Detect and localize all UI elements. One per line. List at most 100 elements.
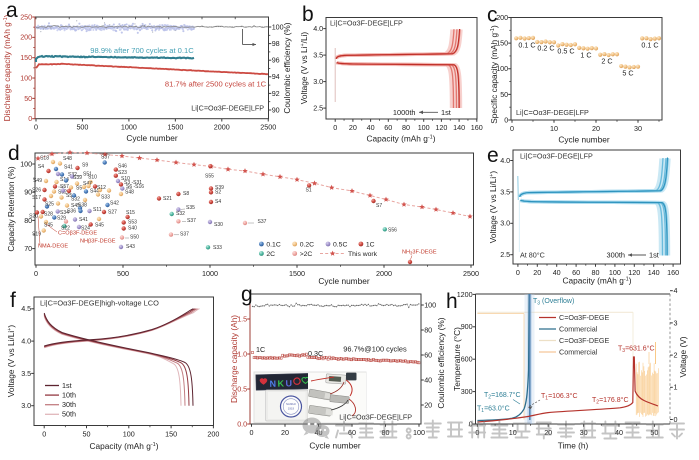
svg-text:a: a (6, 0, 18, 22)
svg-text:1000: 1000 (202, 269, 218, 278)
svg-text:Cycle number: Cycle number (318, 276, 369, 286)
svg-text:S45: S45 (44, 223, 53, 229)
svg-text:2.5: 2.5 (313, 104, 323, 113)
svg-text:S17: S17 (32, 195, 41, 201)
svg-text:50: 50 (24, 94, 32, 103)
svg-text:0.1 C: 0.1 C (518, 41, 535, 50)
svg-text:K: K (277, 378, 284, 388)
svg-text:This work: This work (348, 251, 378, 258)
svg-text:S4: S4 (38, 164, 44, 170)
svg-text:94: 94 (272, 72, 280, 81)
svg-text:2C: 2C (266, 251, 275, 258)
svg-text:S50: S50 (130, 235, 139, 241)
svg-text:S30: S30 (214, 222, 223, 228)
svg-text:Cycle number: Cycle number (309, 441, 360, 451)
svg-text:50: 50 (500, 90, 508, 99)
svg-text:81.7% after 2500 cycles at 1C: 81.7% after 2500 cycles at 1C (165, 80, 267, 89)
svg-text:20: 20 (424, 400, 432, 409)
svg-text:20: 20 (592, 124, 600, 133)
svg-text:4.0: 4.0 (500, 156, 510, 165)
svg-text:S21: S21 (163, 196, 172, 202)
svg-text:0.5 C: 0.5 C (557, 47, 574, 56)
svg-text:0.5C: 0.5C (333, 241, 347, 248)
svg-text:150: 150 (20, 53, 32, 62)
svg-text:90: 90 (272, 105, 280, 114)
svg-text:Li|C=Oα3F-DEGE|LFP: Li|C=Oα3F-DEGE|LFP (516, 108, 589, 117)
svg-text:96: 96 (272, 56, 280, 65)
svg-text:Capacity (mAh g-1): Capacity (mAh g-1) (90, 441, 159, 451)
svg-text:140: 140 (453, 123, 465, 132)
svg-text:3.0: 3.0 (21, 401, 31, 410)
svg-text:NMA-DEGE: NMA-DEGE (38, 244, 68, 250)
svg-text:S4: S4 (215, 199, 221, 205)
svg-text:200: 200 (496, 13, 508, 22)
svg-text:Commercial: Commercial (559, 348, 598, 357)
svg-text:100: 100 (418, 123, 430, 132)
svg-text:0: 0 (504, 115, 508, 124)
svg-text:S37: S37 (258, 219, 267, 225)
svg-text:S33: S33 (101, 195, 110, 201)
svg-text:5 C: 5 C (622, 69, 633, 78)
svg-text:Time (h): Time (h) (558, 441, 589, 451)
svg-text:40: 40 (553, 268, 561, 277)
svg-text:120: 120 (435, 123, 447, 132)
svg-text:100: 100 (123, 430, 135, 439)
svg-text:300th: 300th (607, 251, 626, 260)
svg-text:1500: 1500 (167, 123, 183, 132)
svg-text:0: 0 (250, 428, 254, 437)
svg-text:90: 90 (24, 188, 32, 197)
svg-text:1000th: 1000th (393, 108, 416, 117)
svg-text:S19: S19 (32, 232, 41, 238)
svg-text:92: 92 (272, 89, 280, 98)
svg-text:20: 20 (349, 123, 357, 132)
svg-text:50th: 50th (62, 410, 76, 419)
svg-text:4.5: 4.5 (21, 304, 31, 313)
svg-text:S55: S55 (205, 174, 214, 180)
svg-text:160: 160 (471, 123, 483, 132)
svg-text:2.5: 2.5 (500, 250, 510, 259)
svg-text:0: 0 (42, 430, 46, 439)
svg-text:500: 500 (76, 123, 88, 132)
svg-text:Li|C=Oα3F-DEGE|LFP: Li|C=Oα3F-DEGE|LFP (330, 19, 403, 28)
svg-text:S41: S41 (64, 165, 73, 171)
svg-text:2 C: 2 C (601, 57, 612, 66)
svg-text:70: 70 (24, 244, 32, 253)
svg-text:80: 80 (402, 123, 410, 132)
svg-text:S7: S7 (376, 203, 382, 209)
svg-text:NANKAI: NANKAI (286, 402, 296, 406)
svg-text:2000: 2000 (214, 123, 230, 132)
svg-text:1 C: 1 C (580, 51, 591, 60)
svg-text:80: 80 (424, 325, 432, 334)
svg-text:S15: S15 (126, 210, 135, 216)
svg-text:80: 80 (382, 428, 390, 437)
svg-text:Voltage (V vs Li/Li+): Voltage (V vs Li/Li+) (488, 171, 498, 244)
svg-text:4.0: 4.0 (21, 337, 31, 346)
svg-text:S48: S48 (125, 190, 134, 196)
svg-text:1000: 1000 (121, 123, 137, 132)
svg-text:N: N (269, 379, 276, 389)
svg-text:Cycle number: Cycle number (558, 135, 609, 145)
svg-text:Discharge capacity (Ah): Discharge capacity (Ah) (229, 315, 239, 403)
svg-text:1200: 1200 (457, 290, 473, 299)
svg-text:S37: S37 (180, 232, 189, 238)
svg-text:900: 900 (461, 322, 473, 331)
svg-text:10: 10 (550, 124, 558, 133)
svg-text:NH: NH (402, 250, 410, 256)
svg-text:S18: S18 (40, 156, 49, 162)
svg-text:Li|C=Oα3F-DEGE|LFP: Li|C=Oα3F-DEGE|LFP (339, 413, 412, 422)
svg-text:0.0: 0.0 (237, 419, 247, 428)
svg-text:S45: S45 (95, 223, 104, 229)
svg-text:150: 150 (165, 430, 177, 439)
svg-text:g: g (241, 283, 253, 306)
svg-text:S49: S49 (33, 178, 42, 184)
svg-text:600: 600 (461, 355, 473, 364)
svg-text:S12: S12 (97, 185, 106, 191)
svg-text:20: 20 (533, 268, 541, 277)
svg-text:Capacity Retention (%): Capacity Retention (%) (6, 166, 16, 252)
svg-text:30th: 30th (62, 400, 76, 409)
svg-text:S37: S37 (101, 155, 110, 161)
svg-text:10: 10 (509, 428, 517, 437)
svg-text:2500: 2500 (260, 123, 276, 132)
svg-text:10th: 10th (62, 391, 76, 400)
svg-text:1C: 1C (366, 241, 375, 248)
